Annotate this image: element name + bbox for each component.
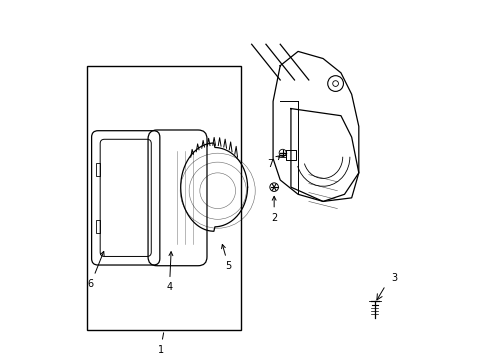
Text: 5: 5 bbox=[221, 244, 231, 271]
Text: 3: 3 bbox=[391, 273, 397, 283]
Text: 4: 4 bbox=[166, 252, 172, 292]
Text: 1: 1 bbox=[157, 333, 163, 355]
Text: 2: 2 bbox=[270, 196, 277, 222]
Text: 6: 6 bbox=[88, 252, 104, 289]
Bar bbox=[95, 220, 100, 233]
Text: 7: 7 bbox=[266, 156, 280, 169]
Bar bbox=[95, 163, 100, 176]
